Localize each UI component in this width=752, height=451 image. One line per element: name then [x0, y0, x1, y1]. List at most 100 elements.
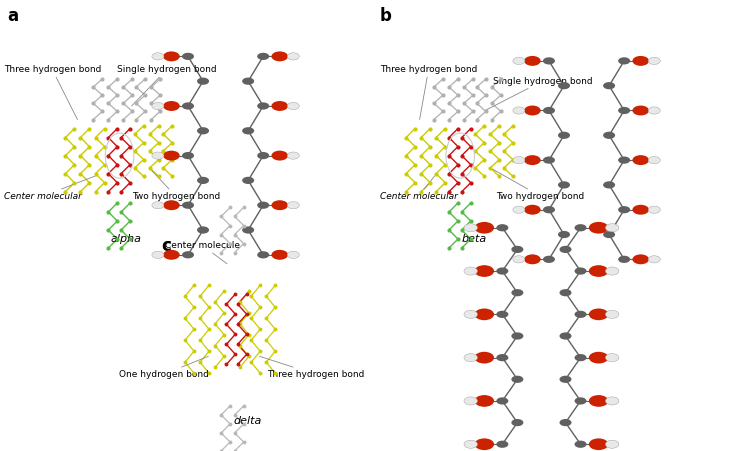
Circle shape	[648, 206, 660, 213]
Circle shape	[559, 289, 572, 296]
Circle shape	[475, 222, 494, 234]
Circle shape	[475, 265, 494, 277]
Circle shape	[524, 56, 541, 66]
Circle shape	[543, 107, 555, 114]
Circle shape	[464, 397, 478, 405]
Circle shape	[589, 308, 608, 320]
Circle shape	[242, 226, 254, 234]
Circle shape	[182, 102, 194, 110]
Circle shape	[242, 78, 254, 85]
Text: a: a	[8, 7, 19, 25]
Circle shape	[271, 101, 288, 111]
Circle shape	[464, 224, 478, 232]
Circle shape	[475, 395, 494, 407]
Circle shape	[589, 395, 608, 407]
Circle shape	[559, 246, 572, 253]
Circle shape	[496, 311, 508, 318]
Circle shape	[496, 224, 508, 231]
Circle shape	[511, 419, 523, 426]
Circle shape	[603, 132, 615, 139]
Circle shape	[464, 440, 478, 448]
Circle shape	[589, 265, 608, 277]
Circle shape	[558, 132, 570, 139]
Circle shape	[496, 267, 508, 275]
Circle shape	[603, 181, 615, 189]
Circle shape	[575, 311, 587, 318]
Circle shape	[464, 354, 478, 362]
Circle shape	[197, 127, 209, 134]
Circle shape	[271, 51, 288, 61]
Circle shape	[163, 200, 180, 210]
Circle shape	[513, 156, 525, 164]
Circle shape	[589, 352, 608, 364]
Circle shape	[559, 419, 572, 426]
Text: Three hydrogen bond: Three hydrogen bond	[259, 356, 364, 379]
Circle shape	[182, 152, 194, 159]
Circle shape	[543, 156, 555, 164]
Text: delta: delta	[234, 416, 262, 426]
Circle shape	[559, 376, 572, 383]
Circle shape	[197, 177, 209, 184]
Circle shape	[182, 53, 194, 60]
Circle shape	[543, 256, 555, 263]
Text: Two hydrogen bond: Two hydrogen bond	[132, 169, 220, 201]
Circle shape	[152, 53, 164, 60]
Circle shape	[558, 82, 570, 89]
Text: Center molecular: Center molecular	[4, 176, 96, 201]
Circle shape	[632, 254, 649, 264]
Circle shape	[605, 310, 619, 318]
Text: Center molecular: Center molecular	[380, 176, 458, 201]
Circle shape	[632, 56, 649, 66]
Circle shape	[271, 250, 288, 260]
Circle shape	[287, 53, 299, 60]
Circle shape	[513, 107, 525, 114]
Circle shape	[605, 440, 619, 448]
Circle shape	[558, 231, 570, 238]
Circle shape	[496, 397, 508, 405]
Circle shape	[496, 441, 508, 448]
Text: Three hydrogen bond: Three hydrogen bond	[4, 65, 101, 120]
Circle shape	[464, 310, 478, 318]
Circle shape	[558, 181, 570, 189]
Circle shape	[152, 251, 164, 258]
Text: Single hydrogen bond: Single hydrogen bond	[485, 77, 592, 110]
Circle shape	[152, 152, 164, 159]
Circle shape	[648, 256, 660, 263]
Circle shape	[152, 202, 164, 209]
Circle shape	[648, 107, 660, 114]
Circle shape	[589, 222, 608, 234]
Circle shape	[524, 205, 541, 215]
Text: Center molecule: Center molecule	[165, 241, 241, 264]
Circle shape	[511, 289, 523, 296]
Text: alpha: alpha	[111, 234, 142, 244]
Circle shape	[475, 438, 494, 450]
Circle shape	[632, 106, 649, 115]
Circle shape	[543, 57, 555, 64]
Circle shape	[475, 352, 494, 364]
Text: c: c	[162, 237, 171, 255]
Text: Two hydrogen bond: Two hydrogen bond	[493, 169, 584, 201]
Circle shape	[605, 224, 619, 232]
Circle shape	[618, 256, 630, 263]
Text: b: b	[380, 7, 392, 25]
Text: One hydrogen bond: One hydrogen bond	[119, 356, 209, 379]
Circle shape	[197, 78, 209, 85]
Circle shape	[603, 231, 615, 238]
Circle shape	[287, 152, 299, 159]
Circle shape	[197, 226, 209, 234]
Circle shape	[648, 156, 660, 164]
Circle shape	[543, 206, 555, 213]
Circle shape	[511, 246, 523, 253]
Circle shape	[475, 308, 494, 320]
Circle shape	[513, 256, 525, 263]
Circle shape	[632, 155, 649, 165]
Text: beta: beta	[461, 234, 487, 244]
Circle shape	[632, 205, 649, 215]
Circle shape	[575, 441, 587, 448]
Circle shape	[496, 354, 508, 361]
Circle shape	[511, 376, 523, 383]
Circle shape	[605, 354, 619, 362]
Circle shape	[618, 107, 630, 114]
Circle shape	[513, 57, 525, 64]
Circle shape	[163, 101, 180, 111]
